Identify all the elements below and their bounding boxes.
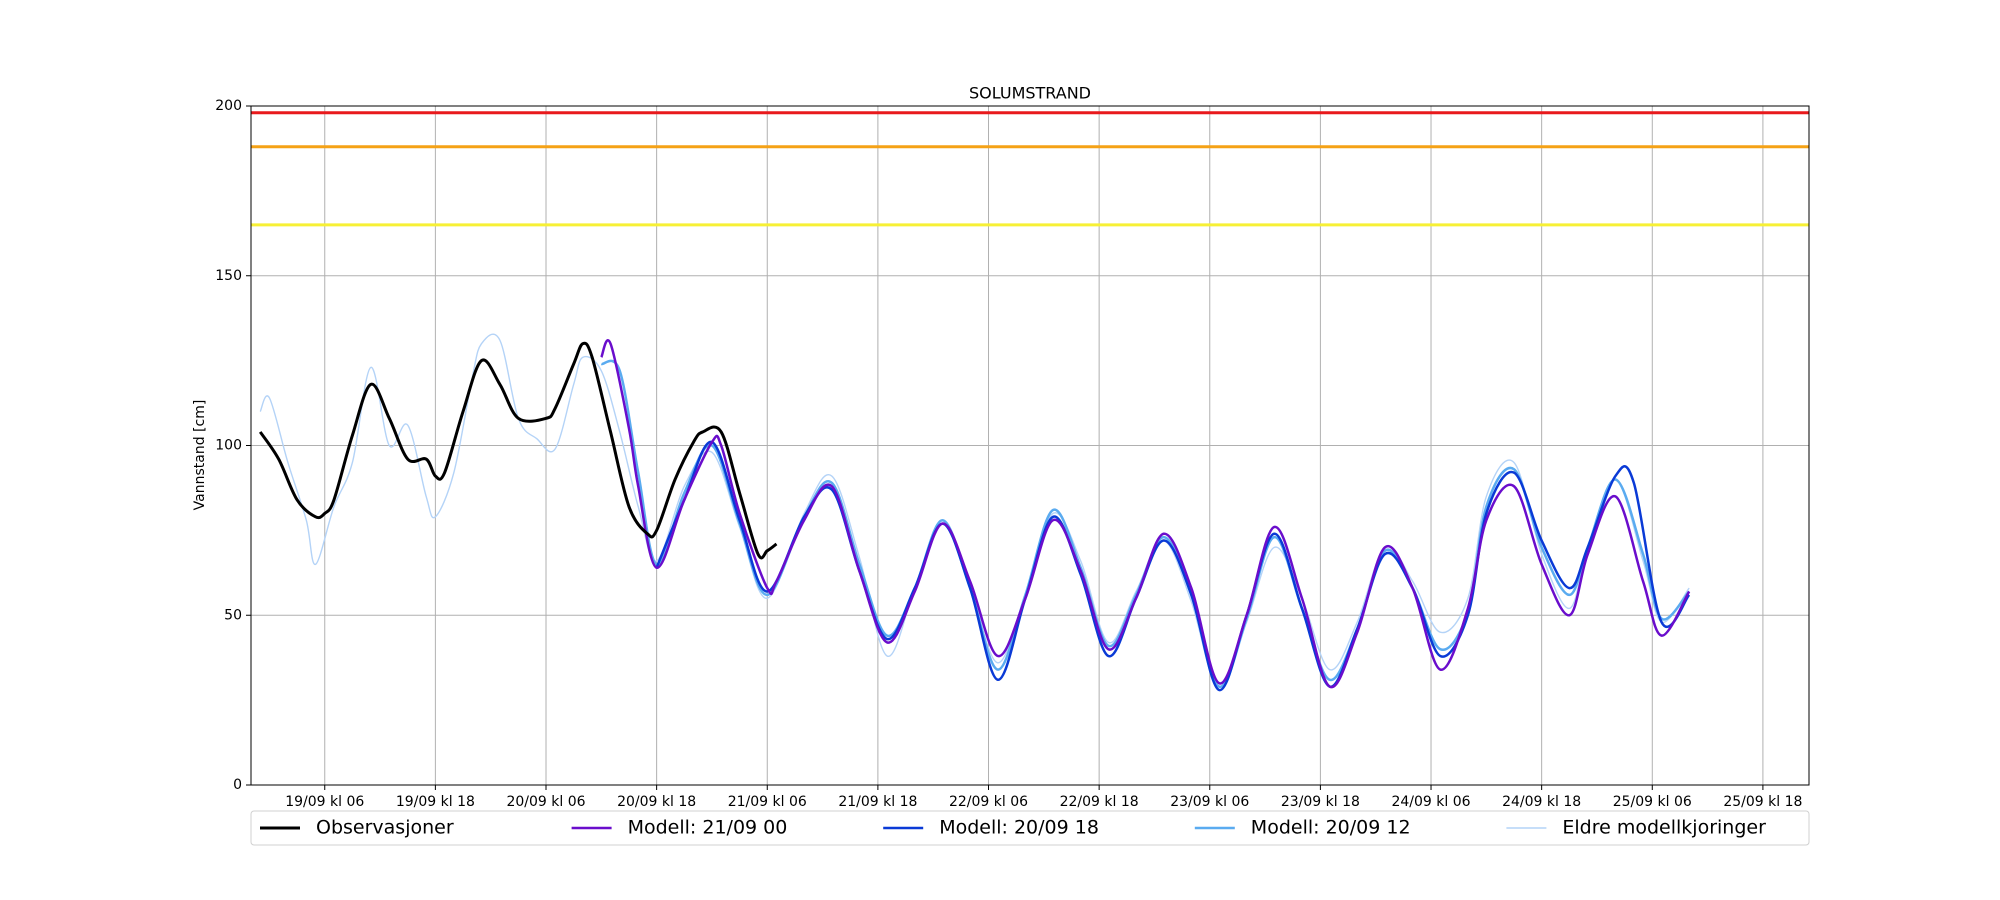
x-tick-label: 19/09 kl 06 [285, 794, 364, 810]
x-tick-label: 22/09 kl 06 [949, 794, 1028, 810]
y-tick-label: 100 [215, 438, 242, 454]
legend-label: Eldre modellkjoringer [1562, 817, 1766, 839]
legend-label: Observasjoner [316, 817, 454, 839]
y-tick-label: 50 [224, 607, 242, 623]
legend-box [250, 810, 1810, 846]
chart-title: SOLUMSTRAND [969, 84, 1091, 103]
y-tick-label: 0 [233, 777, 242, 793]
legend-label: Modell: 21/09 00 [628, 817, 788, 839]
x-tick-label: 21/09 kl 06 [728, 794, 807, 810]
x-tick-label: 25/09 kl 06 [1613, 794, 1692, 810]
series-line [655, 440, 1691, 692]
plot-frame [250, 105, 1810, 786]
y-tick-label: 200 [215, 98, 242, 114]
series-line [600, 339, 1691, 689]
x-tick-label: 23/09 kl 06 [1170, 794, 1249, 810]
x-tick-label: 21/09 kl 18 [838, 794, 917, 810]
x-tick-label: 20/09 kl 18 [617, 794, 696, 810]
x-tick-label: 24/09 kl 18 [1502, 794, 1581, 810]
x-tick-label: 25/09 kl 18 [1723, 794, 1802, 810]
x-tick-label: 24/09 kl 06 [1391, 794, 1470, 810]
x-tick-label: 22/09 kl 18 [1060, 794, 1139, 810]
legend-label: Modell: 20/09 18 [939, 817, 1099, 839]
y-axis-label: Vannstand [cm] [192, 400, 208, 511]
x-tick-label: 23/09 kl 18 [1281, 794, 1360, 810]
series-line [259, 333, 1690, 691]
x-tick-label: 20/09 kl 06 [506, 794, 585, 810]
y-tick-label: 150 [215, 268, 242, 284]
x-tick-label: 19/09 kl 18 [396, 794, 475, 810]
series-line [258, 341, 778, 560]
legend-label: Modell: 20/09 12 [1251, 817, 1411, 839]
series-line [600, 359, 1691, 688]
